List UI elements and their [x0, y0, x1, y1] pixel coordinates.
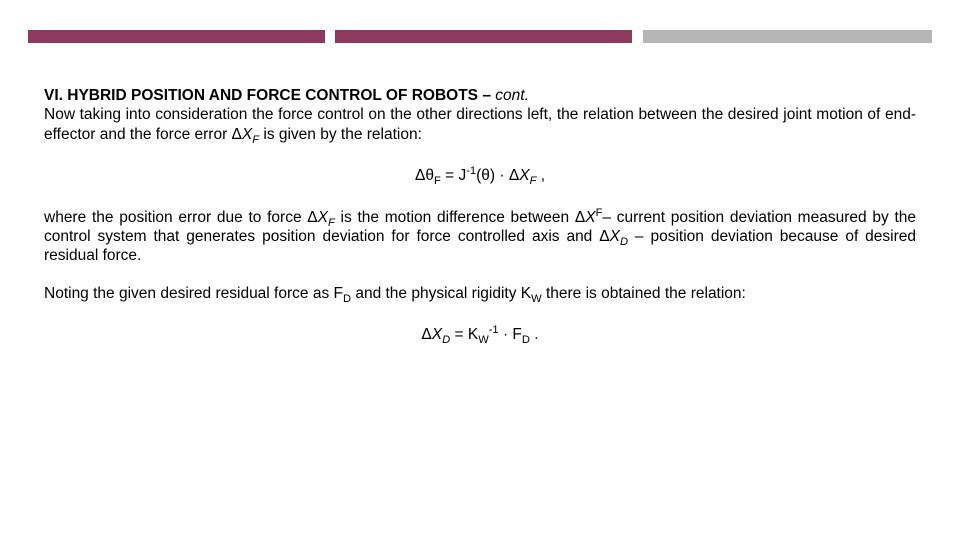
bar-seg-3: [643, 30, 932, 43]
p3-b: and the physical rigidity K: [351, 285, 531, 302]
p3-c: there is obtained the relation:: [542, 285, 746, 302]
p2-b: is the motion difference between Δ: [335, 209, 585, 226]
p3-s1: D: [343, 293, 351, 305]
eq1-sup: -1: [466, 165, 476, 177]
paragraph-3: Noting the given desired residual force …: [44, 284, 916, 303]
p2-s1: F: [328, 217, 335, 229]
eq2-sup: -1: [489, 324, 499, 336]
heading-cont: cont.: [495, 87, 529, 104]
eq2-s2: W: [478, 334, 489, 346]
eq1-sub1: F: [434, 175, 441, 187]
eq2-x: X: [432, 326, 442, 343]
p2-x3: X: [610, 228, 620, 245]
eq2-c: · F: [499, 326, 522, 343]
heading-roman: VI.: [44, 87, 63, 104]
eq1-c: (θ) · Δ: [476, 167, 519, 184]
paragraph-1: Now taking into consideration the force …: [44, 105, 916, 144]
bar-seg-1: [28, 30, 325, 43]
eq1-x: X: [519, 167, 529, 184]
heading-main: HYBRID POSITION AND FORCE CONTROL OF ROB…: [67, 87, 491, 104]
p1-a: Now taking into consideration the force …: [44, 106, 916, 142]
p1-xf-x: X: [242, 126, 252, 143]
spacer-1: [44, 266, 916, 284]
p2-x2: X: [585, 209, 595, 226]
p2-a: where the position error due to force Δ: [44, 209, 318, 226]
paragraph-2: where the position error due to force ΔX…: [44, 208, 916, 266]
bar-gap-2: [632, 30, 643, 43]
eq1-a: Δθ: [415, 167, 434, 184]
p1-b: is given by the relation:: [259, 126, 422, 143]
p3-s2: W: [531, 293, 542, 305]
eq2-b: = K: [450, 326, 478, 343]
eq2-s3: D: [522, 334, 530, 346]
bar-seg-2: [335, 30, 632, 43]
eq1-b: = J: [441, 167, 466, 184]
slide-content: VI. HYBRID POSITION AND FORCE CONTROL OF…: [44, 86, 916, 366]
p2-s3: D: [620, 236, 628, 248]
accent-bar: [28, 30, 932, 43]
equation-2: ΔXD = KW-1 · FD .: [44, 325, 916, 344]
eq1-d: ,: [536, 167, 545, 184]
equation-1: ΔθF = J-1(θ) · ΔXF ,: [44, 166, 916, 185]
bar-gap-1: [325, 30, 336, 43]
p2-x1: X: [318, 209, 328, 226]
section-heading: VI. HYBRID POSITION AND FORCE CONTROL OF…: [44, 86, 916, 105]
eq2-s1: D: [442, 334, 450, 346]
eq2-a: Δ: [421, 326, 431, 343]
eq2-d: .: [530, 326, 539, 343]
p3-a: Noting the given desired residual force …: [44, 285, 343, 302]
